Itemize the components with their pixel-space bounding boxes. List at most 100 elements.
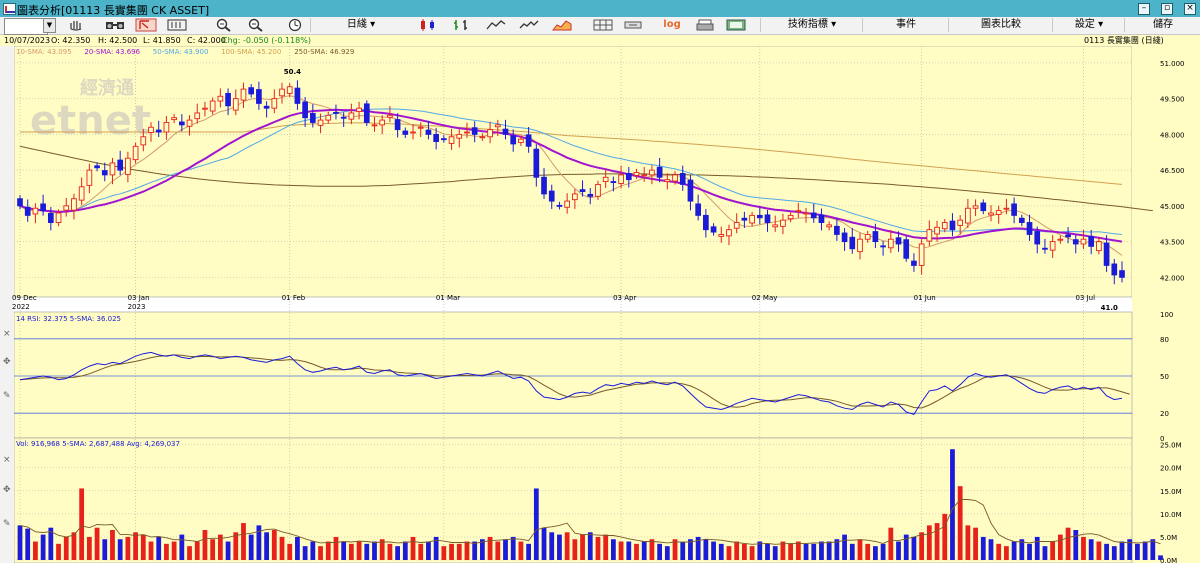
clock-icon[interactable] (284, 18, 306, 32)
restore-button[interactable]: ▫ (1161, 3, 1173, 15)
candle-body (903, 239, 910, 259)
volume-bar (888, 527, 894, 560)
volume-sma-line (19, 499, 1161, 545)
candle-body (1096, 241, 1102, 252)
indicators-menu[interactable]: 技術指標 ▾ (760, 18, 863, 32)
rsi-close-icon[interactable]: × (3, 329, 11, 339)
candle-body (117, 159, 124, 171)
ohlc-icon[interactable] (451, 18, 473, 32)
volume-bar (580, 534, 585, 560)
volume-bar (379, 539, 385, 560)
symbol-input[interactable] (4, 18, 48, 35)
volume-edit-icon[interactable]: ✎ (3, 519, 11, 529)
candle-body (310, 112, 316, 123)
x-tick-year: 2023 (128, 303, 146, 311)
zoom-in-icon[interactable] (212, 18, 234, 32)
volume-move-icon[interactable]: ✥ (3, 485, 11, 495)
watermark-chinese: 經濟通 (80, 77, 134, 99)
compare-menu[interactable]: 圖表比較 (948, 18, 1053, 32)
volume-bar (564, 532, 570, 560)
candle-body (379, 119, 386, 126)
candle-body (55, 212, 62, 223)
line-icon[interactable] (485, 18, 507, 32)
grid-icon[interactable] (592, 18, 614, 32)
candle-body (471, 127, 478, 135)
rsi-edit-icon[interactable]: ✎ (3, 391, 11, 401)
info-date: 10/07/2023 (4, 36, 51, 45)
candle-body (40, 203, 46, 212)
candle-body (1111, 263, 1118, 276)
minimize-button[interactable]: – (1138, 3, 1150, 15)
mountain-icon[interactable] (551, 18, 573, 32)
candle-body (17, 198, 23, 207)
volume-bar (148, 541, 154, 560)
x-tick-label: 03 Apr (613, 294, 636, 302)
volume-bar (56, 543, 61, 560)
zoom-out-icon[interactable] (244, 18, 266, 32)
volume-bar (819, 541, 824, 560)
volume-bar (811, 543, 817, 560)
candle-body (649, 169, 655, 176)
candle-body (679, 173, 686, 185)
candle-body (1026, 222, 1033, 235)
volume-bar (826, 541, 832, 560)
settings-menu[interactable]: 設定 ▾ (1052, 18, 1125, 32)
log-scale-button[interactable]: log (663, 19, 681, 30)
candle-body (71, 198, 77, 211)
hand-icon[interactable] (66, 18, 88, 32)
volume-bar (1011, 541, 1017, 560)
period-dropdown[interactable]: 日綫 ▾ (310, 18, 411, 32)
chart-area[interactable]: 09 Dec 2022 03 Jan 2023 01 Feb 01 Mar 03 Apr 02… (0, 45, 1200, 566)
rsi-move-icon[interactable]: ✥ (3, 357, 11, 367)
candle-body (818, 214, 825, 223)
close-button[interactable]: × (1184, 3, 1196, 15)
volume-close-icon[interactable]: × (3, 455, 11, 465)
volume-bar (942, 513, 948, 560)
events-menu[interactable]: 事件 (862, 18, 949, 32)
export-icon[interactable] (725, 18, 747, 32)
cursor-icon[interactable] (135, 18, 157, 32)
candle-body (125, 157, 131, 175)
candle-body (957, 219, 964, 226)
volume-bar (703, 539, 709, 560)
candle-body (572, 193, 578, 201)
binoculars-icon[interactable] (104, 18, 126, 32)
price-panel (13, 45, 1133, 298)
candle-body (656, 166, 663, 178)
volume-bar (510, 536, 516, 560)
candle-body (333, 112, 339, 114)
candle-body (548, 190, 555, 202)
candlestick-icon[interactable] (418, 18, 440, 32)
print-icon[interactable] (694, 18, 716, 32)
eraser-icon[interactable] (622, 18, 644, 32)
symbol-dropdown-button[interactable]: ▼ (43, 18, 56, 33)
volume-bar (325, 541, 331, 560)
volume-bar (1135, 543, 1140, 560)
volume-bar (33, 541, 38, 560)
wave-line-icon[interactable] (518, 18, 540, 32)
left-gutter (0, 46, 14, 563)
candle-body (456, 133, 463, 139)
candle-body (533, 148, 540, 178)
info-change: Chg: -0.050 (-0.118%) (222, 36, 311, 45)
compare-icon[interactable] (166, 18, 188, 32)
volume-bar (295, 536, 300, 560)
volume-bar (449, 543, 454, 560)
candle-body (834, 225, 840, 235)
candle-body (918, 243, 925, 266)
candle-body (564, 200, 570, 208)
candle-body (587, 193, 594, 197)
info-close: C: 42.000 (187, 36, 226, 45)
volume-bar (318, 546, 323, 560)
candle-body (949, 220, 956, 231)
volume-bar (410, 536, 416, 560)
save-button[interactable]: 儲存 (1124, 18, 1200, 32)
price-annotation: 50.4 (284, 68, 301, 76)
volume-bar (333, 536, 339, 560)
volume-tick-label: 20.0M (1160, 465, 1182, 473)
candle-body (749, 214, 755, 224)
rsi-tick-label: 20 (1160, 410, 1169, 418)
sma-legend-item: 20-SMA: 43.696 (84, 48, 140, 56)
volume-bar (718, 543, 724, 560)
